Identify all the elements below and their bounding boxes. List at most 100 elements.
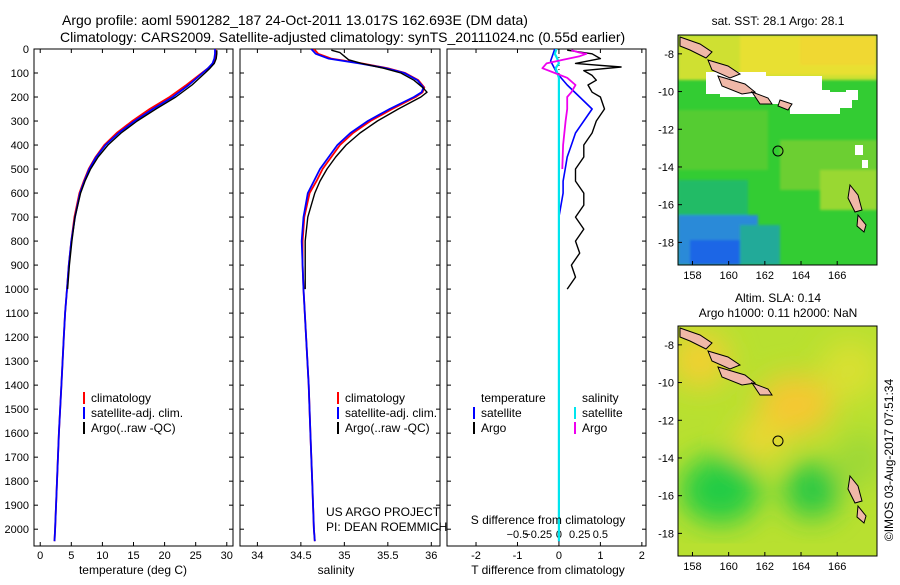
s-diff-satellite-line [553, 49, 561, 542]
depth-tick-label: 1500 [5, 404, 29, 416]
legend-argo-label: Argo(..raw -QC) [91, 421, 176, 435]
legend-s-satellite-label: satellite [582, 406, 623, 420]
depth-tick-label: 800 [11, 236, 29, 248]
lat-tick-label: -12 [658, 415, 674, 427]
x-tick-label: 15 [127, 550, 139, 562]
s-tick-label: −0.5 [507, 529, 529, 541]
t-diff-argo-line [566, 49, 622, 290]
depth-tick-label: 1000 [5, 284, 29, 296]
imos-watermark: ©IMOS 03-Aug-2017 07:51:34 [882, 379, 896, 542]
header-line1: Argo profile: aoml 5901282_187 24-Oct-20… [62, 12, 528, 28]
s-tick-label: 0.25 [569, 529, 590, 541]
depth-tick-label: 1100 [5, 308, 29, 320]
lon-tick-label: 162 [756, 561, 774, 573]
lat-tick-label: -10 [658, 87, 674, 99]
legend-climatology-label: climatology [91, 391, 151, 405]
lon-tick-label: 160 [719, 270, 737, 282]
x-tick-label: 35.5 [377, 550, 398, 562]
x-tick-label: 36 [425, 550, 437, 562]
s-difference-label: S difference from climatology [471, 513, 626, 527]
legend-argo-label: Argo(..raw -QC) [345, 421, 430, 435]
sla-map-ticks: 158 160 162 164 166 -8 -10 -12 -14 -16 -18 [658, 340, 846, 573]
depth-tick-label: 1200 [5, 332, 29, 344]
depth-tick-label: 2000 [5, 524, 29, 536]
legend-satellite-label: satellite-adj. clim. [91, 406, 183, 420]
islands [679, 36, 867, 233]
x-tick-label: 35 [338, 550, 350, 562]
lon-tick-label: 162 [756, 270, 774, 282]
depth-tick-label: 600 [11, 188, 29, 200]
lon-tick-label: 158 [683, 561, 701, 573]
project-annotation: US ARGO PROJECT [326, 505, 441, 519]
depth-tick-label: 200 [11, 92, 29, 104]
sst-map-panel: sat. SST: 28.1 Argo: 28.1 [658, 14, 878, 282]
lon-tick-label: 166 [828, 561, 846, 573]
sla-map-frame [677, 325, 878, 557]
salinity-legend: climatology satellite-adj. clim. Argo(..… [337, 391, 437, 435]
x-tick-label: 2 [639, 550, 645, 562]
s-diff-argo-line [541, 49, 588, 170]
temperature-satellite-line [53, 49, 216, 542]
temperature-panel: 0100200300400500600700800900100011001200… [5, 44, 234, 577]
header-line2: Climatology: CARS2009. Satellite-adjuste… [60, 29, 625, 45]
depth-tick-labels: 0 100 200 300 400 500 600 700 800 900 1000 1100 1200… [5, 44, 29, 536]
pi-annotation: PI: DEAN ROEMMICH [326, 520, 447, 534]
s-tick-label: 0.5 [593, 529, 608, 541]
sst-field [678, 35, 877, 265]
difference-legend: temperature satellite Argo salinity sate… [473, 391, 623, 435]
x-tick-label: 20 [158, 550, 170, 562]
temperature-ticks: 0 5 10 15 20 25 30 [34, 48, 233, 562]
sla-map-title2: Argo h1000: 0.11 h2000: NaN [699, 306, 858, 320]
lat-tick-label: -8 [664, 49, 674, 61]
islands [679, 327, 867, 524]
x-tick-label: 0 [37, 550, 43, 562]
x-tick-label: 0 [556, 550, 562, 562]
s-tick-label: −0.25 [524, 529, 552, 541]
salinity-satellite-line [300, 49, 425, 542]
lat-tick-label: -14 [658, 453, 674, 465]
depth-tick-label: 300 [11, 116, 29, 128]
difference-ticks: -2 -1 0 1 2−0.5−0.25 0 0.25 0.5 [447, 48, 646, 562]
legend-climatology-label: climatology [345, 391, 405, 405]
x-tick-label: -2 [471, 550, 481, 562]
t-difference-label: T difference from climatology [471, 563, 625, 577]
lat-tick-label: -8 [664, 340, 674, 352]
depth-tick-label: 700 [11, 212, 29, 224]
x-tick-label: 25 [190, 550, 202, 562]
sla-map-title1: Altim. SLA: 0.14 [735, 291, 821, 305]
salinity-argo-line [304, 49, 428, 290]
lon-tick-label: 164 [792, 561, 810, 573]
sst-map-title: sat. SST: 28.1 Argo: 28.1 [712, 14, 845, 28]
depth-tick-label: 1400 [5, 380, 29, 392]
legend-temperature-title: temperature [481, 391, 546, 405]
legend-satellite-label: satellite-adj. clim. [345, 406, 437, 420]
lon-tick-label: 158 [683, 270, 701, 282]
depth-tick-label: 100 [11, 68, 29, 80]
x-tick-label: 34.5 [290, 550, 311, 562]
lat-tick-label: -18 [658, 528, 674, 540]
depth-tick-label: 900 [11, 260, 29, 272]
temperature-legend: climatology satellite-adj. clim. Argo(..… [83, 391, 183, 435]
x-tick-label: -1 [513, 550, 523, 562]
x-tick-label: 10 [96, 550, 108, 562]
depth-tick-label: 500 [11, 164, 29, 176]
lat-tick-label: -18 [658, 237, 674, 249]
depth-tick-label: 400 [11, 140, 29, 152]
lon-tick-label: 164 [792, 270, 810, 282]
depth-tick-label: 0 [23, 44, 29, 56]
legend-t-satellite-label: satellite [481, 406, 522, 420]
salinity-plot-frame [239, 48, 441, 547]
temperature-lines [53, 49, 218, 542]
salinity-lines [300, 49, 428, 542]
depth-tick-label: 1800 [5, 476, 29, 488]
lat-tick-label: -10 [658, 378, 674, 390]
lon-tick-label: 166 [828, 270, 846, 282]
lat-tick-label: -12 [658, 124, 674, 136]
sla-float-marker [772, 435, 784, 447]
difference-lines [541, 49, 622, 546]
x-tick-label: 30 [221, 550, 233, 562]
lat-tick-label: -16 [658, 491, 674, 503]
x-tick-label: 5 [68, 550, 74, 562]
depth-tick-label: 1300 [5, 356, 29, 368]
